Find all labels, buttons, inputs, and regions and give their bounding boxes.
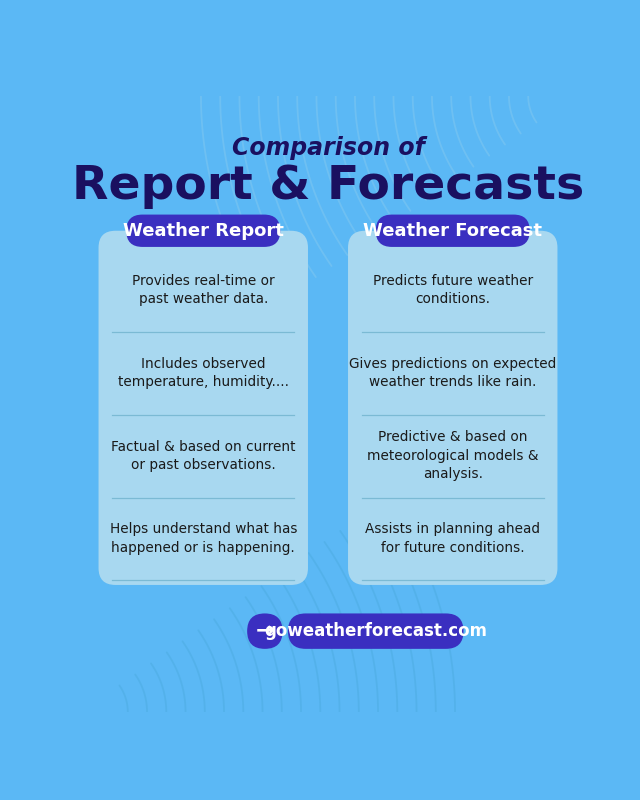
FancyBboxPatch shape: [376, 214, 530, 247]
Text: Report & Forecasts: Report & Forecasts: [72, 164, 584, 210]
Text: Gives predictions on expected
weather trends like rain.: Gives predictions on expected weather tr…: [349, 357, 556, 390]
Text: Provides real-time or
past weather data.: Provides real-time or past weather data.: [132, 274, 275, 306]
FancyBboxPatch shape: [288, 614, 463, 649]
Text: goweatherforecast.com: goweatherforecast.com: [264, 622, 487, 640]
FancyBboxPatch shape: [348, 230, 557, 585]
Text: Comparison of: Comparison of: [232, 136, 424, 160]
Text: Predictive & based on
meteorological models &
analysis.: Predictive & based on meteorological mod…: [367, 430, 538, 482]
FancyBboxPatch shape: [126, 214, 280, 247]
Text: Predicts future weather
conditions.: Predicts future weather conditions.: [372, 274, 533, 306]
Text: →: →: [255, 621, 274, 641]
Text: Helps understand what has
happened or is happening.: Helps understand what has happened or is…: [109, 522, 297, 554]
Text: Factual & based on current
or past observations.: Factual & based on current or past obser…: [111, 440, 296, 472]
Text: Weather Forecast: Weather Forecast: [364, 222, 542, 240]
Text: Assists in planning ahead
for future conditions.: Assists in planning ahead for future con…: [365, 522, 540, 554]
Text: Includes observed
temperature, humidity....: Includes observed temperature, humidity.…: [118, 357, 289, 390]
Text: Weather Report: Weather Report: [123, 222, 284, 240]
FancyBboxPatch shape: [247, 614, 283, 649]
FancyBboxPatch shape: [99, 230, 308, 585]
